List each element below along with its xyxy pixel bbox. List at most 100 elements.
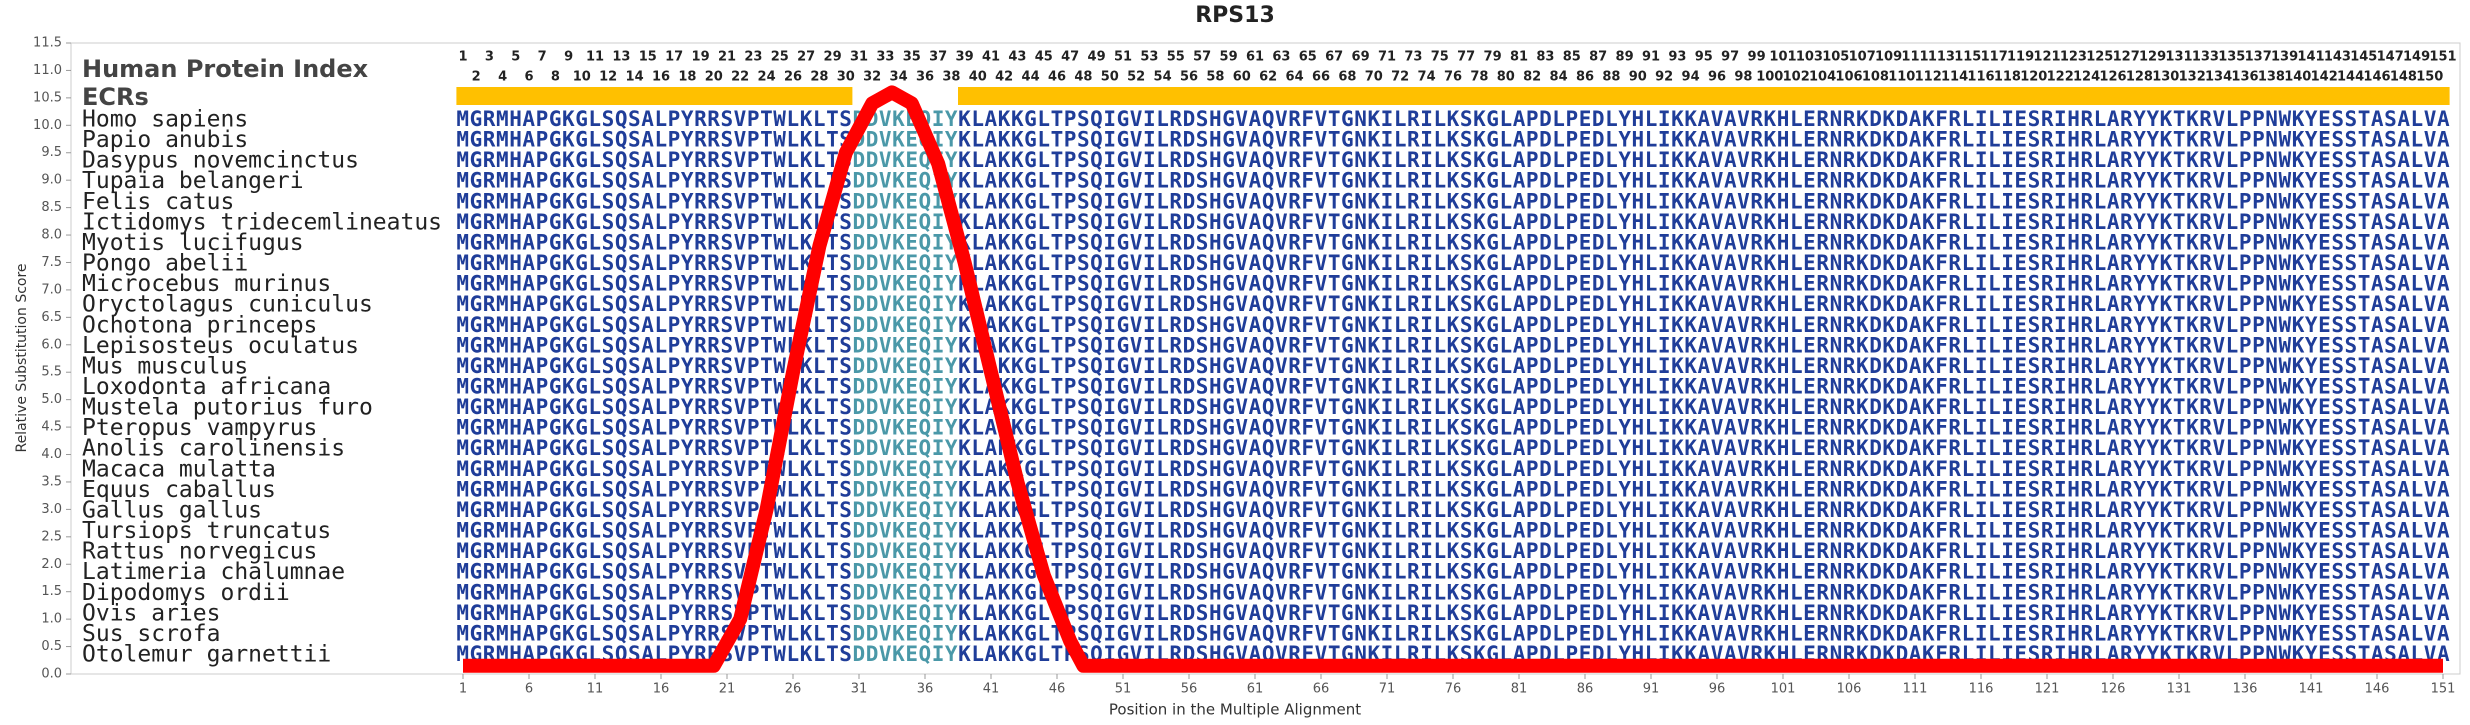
sequence: MGRMHAPGKGLSQSALPYRRSVPTWLKLTSDDVKEQIYKL… <box>456 416 2450 440</box>
index-number: 134 <box>2205 70 2232 85</box>
index-number: 116 <box>1967 70 1994 85</box>
x-tick-label: 56 <box>1181 682 1198 697</box>
index-number: 21 <box>718 50 736 65</box>
index-number: 108 <box>1862 70 1889 85</box>
species-name: Tursiops truncatus <box>82 518 331 544</box>
index-number: 4 <box>498 70 507 85</box>
sequence: MGRMHAPGKGLSQSALPYRRSVPTWLKLTSDDVKEQIYKL… <box>456 230 2450 254</box>
index-number: 46 <box>1048 70 1066 85</box>
species-name: Sus scrofa <box>82 621 220 647</box>
sequence: MGRMHAPGKGLSQSALPYRRSVPTWLKLTSDDVKEQIYKL… <box>456 354 2450 378</box>
index-number: 106 <box>1835 70 1862 85</box>
sequence: MGRMHAPGKGLSQSALPYRRSVPTWLKLTSDDVKEQIYKL… <box>456 148 2450 172</box>
y-tick-label: 1.0 <box>41 612 62 627</box>
index-number: 94 <box>1682 70 1700 85</box>
index-number: 67 <box>1325 50 1343 65</box>
index-number: 76 <box>1444 70 1462 85</box>
index-number: 144 <box>2337 70 2364 85</box>
index-number: 86 <box>1576 70 1594 85</box>
y-tick-label: 3.0 <box>41 502 62 517</box>
y-tick-label: 4.5 <box>41 420 62 435</box>
species-name: Ictidomys tridecemlineatus <box>82 209 442 235</box>
index-number: 85 <box>1563 50 1581 65</box>
index-number: 47 <box>1061 50 1079 65</box>
index-number: 27 <box>797 50 815 65</box>
index-number: 124 <box>2073 70 2100 85</box>
y-tick-label: 6.5 <box>41 310 62 325</box>
index-number: 61 <box>1246 50 1264 65</box>
y-tick-label: 10.5 <box>33 90 62 105</box>
index-number: 133 <box>2192 50 2219 65</box>
index-number: 38 <box>942 70 960 85</box>
index-number: 19 <box>692 50 710 65</box>
index-number: 54 <box>1154 70 1172 85</box>
index-number: 142 <box>2311 70 2338 85</box>
species-name: Felis catus <box>82 189 234 215</box>
y-tick-label: 11.0 <box>33 63 62 78</box>
index-number: 11 <box>586 50 604 65</box>
index-number: 80 <box>1497 70 1515 85</box>
index-number: 102 <box>1783 70 1810 85</box>
index-number: 84 <box>1550 70 1568 85</box>
x-tick-label: 71 <box>1379 682 1396 697</box>
y-tick-label: 5.5 <box>41 365 62 380</box>
index-number: 53 <box>1140 50 1158 65</box>
plot-frame <box>70 42 2461 675</box>
y-tick-label: 2.5 <box>41 529 62 544</box>
index-number: 34 <box>890 70 908 85</box>
sequence: MGRMHAPGKGLSQSALPYRRSVPTWLKLTSDDVKEQIYKL… <box>456 292 2450 316</box>
x-tick-label: 126 <box>2101 682 2126 697</box>
sequence: MGRMHAPGKGLSQSALPYRRSVPTWLKLTSDDVKEQIYKL… <box>456 601 2450 625</box>
index-number: 66 <box>1312 70 1330 85</box>
index-number: 130 <box>2152 70 2179 85</box>
index-number: 37 <box>929 50 947 65</box>
index-number: 64 <box>1286 70 1304 85</box>
index-number: 127 <box>2113 50 2140 65</box>
sequence: MGRMHAPGKGLSQSALPYRRSVPTWLKLTSDDVKEQIYKL… <box>456 189 2450 213</box>
x-tick-label: 151 <box>2431 682 2456 697</box>
index-number: 75 <box>1431 50 1449 65</box>
index-number: 23 <box>744 50 762 65</box>
index-number: 98 <box>1734 70 1752 85</box>
index-number: 96 <box>1708 70 1726 85</box>
index-number: 118 <box>1994 70 2021 85</box>
index-number: 16 <box>652 70 670 85</box>
x-tick-label: 11 <box>587 682 604 697</box>
index-number: 51 <box>1114 50 1132 65</box>
index-number: 121 <box>2033 50 2060 65</box>
y-tick-label: 9.5 <box>41 145 62 160</box>
sequence: MGRMHAPGKGLSQSALPYRRSVPTWLKLTSDDVKEQIYKL… <box>456 169 2450 193</box>
index-number: 72 <box>1391 70 1409 85</box>
index-number: 6 <box>524 70 533 85</box>
sequence: MGRMHAPGKGLSQSALPYRRSVPTWLKLTSDDVKEQIYKL… <box>456 477 2450 501</box>
species-name: Gallus gallus <box>82 497 262 523</box>
index-number: 40 <box>969 70 987 85</box>
x-tick-label: 111 <box>1903 682 1928 697</box>
index-number: 30 <box>837 70 855 85</box>
index-number: 110 <box>1888 70 1915 85</box>
index-number: 125 <box>2086 50 2113 65</box>
sequence: MGRMHAPGKGLSQSALPYRRSVPTWLKLTSDDVKEQIYKL… <box>456 107 2450 131</box>
x-tick-label: 101 <box>1771 682 1796 697</box>
y-tick-label: 8.5 <box>41 200 62 215</box>
x-tick-label: 16 <box>653 682 670 697</box>
index-number: 63 <box>1272 50 1290 65</box>
index-number: 7 <box>538 50 547 65</box>
index-number: 87 <box>1589 50 1607 65</box>
species-name: Ochotona princeps <box>82 312 317 338</box>
index-number: 68 <box>1338 70 1356 85</box>
index-number: 3 <box>485 50 494 65</box>
index-number: 44 <box>1022 70 1040 85</box>
y-tick-label: 7.5 <box>41 255 62 270</box>
index-number: 5 <box>511 50 520 65</box>
index-number: 73 <box>1404 50 1422 65</box>
x-tick-label: 41 <box>983 682 1000 697</box>
index-number: 55 <box>1167 50 1185 65</box>
index-number: 20 <box>705 70 723 85</box>
index-number: 107 <box>1849 50 1876 65</box>
x-tick-label: 91 <box>1643 682 1660 697</box>
x-tick-label: 136 <box>2233 682 2258 697</box>
index-number: 15 <box>639 50 657 65</box>
x-tick-label: 36 <box>917 682 934 697</box>
